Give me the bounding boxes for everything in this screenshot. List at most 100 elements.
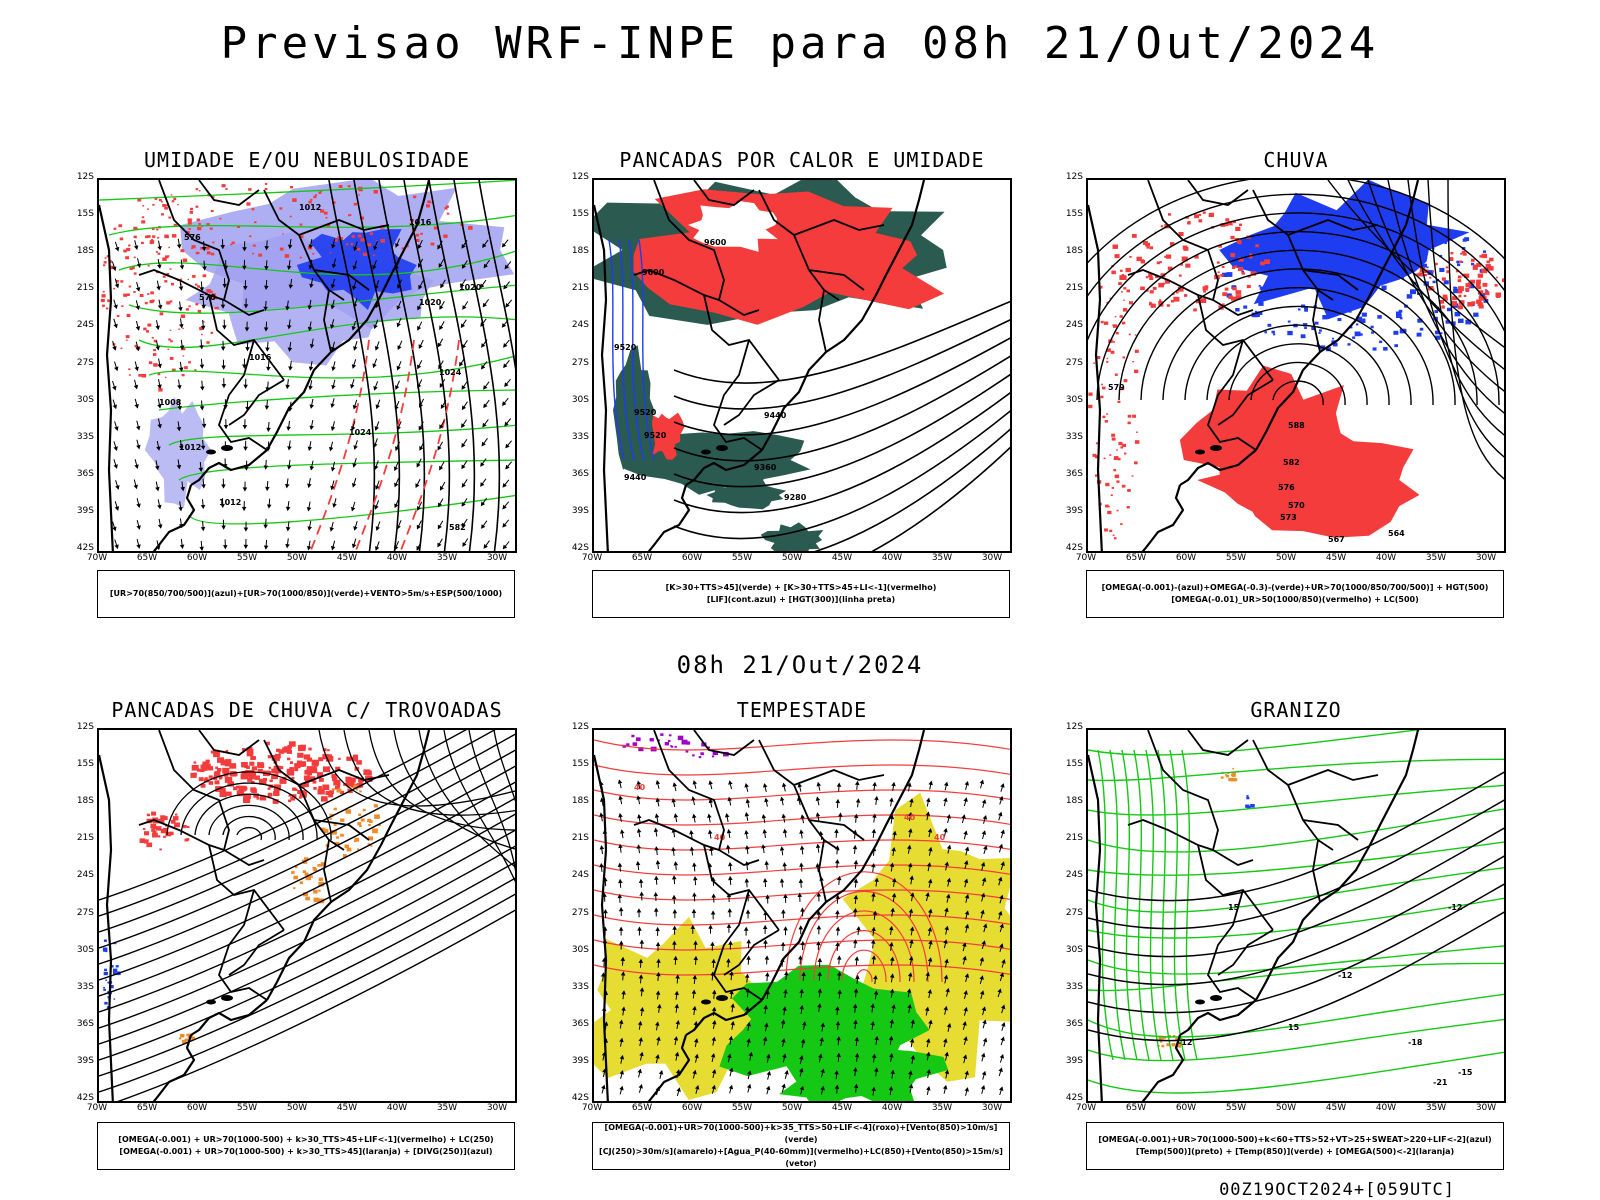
contour-label: 9440: [624, 473, 647, 482]
divg-blue: [102, 939, 121, 1010]
lat-tick-label: 21S: [1065, 833, 1083, 844]
contour-label: -21: [1433, 1078, 1448, 1087]
contour-label: 9600: [704, 238, 727, 247]
lat-tick-label: 30S: [1065, 944, 1083, 955]
lat-tick-label: 24S: [1065, 320, 1083, 331]
lon-tick-label: 50W: [1275, 553, 1297, 563]
lon-tick-label: 65W: [631, 1103, 653, 1113]
wind-arrows: [111, 238, 513, 551]
lat-tick-label: 42S: [76, 1093, 94, 1103]
lon-tick-label: 35W: [931, 553, 953, 563]
lon-tick-label: 60W: [186, 553, 208, 563]
contour-label: 588: [1288, 421, 1305, 430]
contour-label: 570: [199, 293, 216, 302]
instability-sw: [760, 522, 824, 551]
lat-tick-label: 30S: [571, 394, 589, 405]
lat-tick-label: 39S: [1065, 1055, 1083, 1066]
contour-label: 1020: [459, 283, 482, 292]
thickness-dashed: [309, 339, 460, 551]
hail-blue: [1245, 795, 1255, 809]
lon-tick-label: 35W: [436, 1103, 458, 1113]
lat-tick-label: 30S: [571, 944, 589, 955]
lat-tick-label: 27S: [1065, 357, 1083, 368]
legend-box: [UR>70(850/700/500)](azul)+[UR>70(1000/8…: [97, 570, 515, 618]
hgt500-contours: [1088, 180, 1504, 406]
lat-tick-label: 39S: [1065, 505, 1083, 516]
coastline-borders: [1088, 730, 1420, 1101]
lat-tick-label: 27S: [76, 907, 94, 918]
lat-tick-label: 33S: [76, 981, 94, 992]
humidity-south: [144, 396, 212, 508]
contour-label: -18: [1408, 1038, 1423, 1047]
coastline-borders: [594, 180, 926, 551]
lon-tick-label: 35W: [931, 1103, 953, 1113]
legend-line: [K>30+TTS>45](verde) + [K>30+TTS>45+LI<-…: [665, 583, 937, 592]
panel-title: PANCADAS POR CALOR E UMIDADE: [619, 148, 985, 172]
lat-tick-label: 21S: [76, 833, 94, 844]
lon-tick-label: 70W: [581, 553, 603, 563]
legend-line: [Temp(500)](preto) + [Temp(850)](verde) …: [1135, 1147, 1455, 1156]
lon-tick-label: 55W: [731, 553, 753, 563]
lon-tick-label: 30W: [486, 1103, 508, 1113]
map-canvas: 588 582 576 570 573 567 564 579: [1088, 180, 1504, 551]
lat-tick-label: 33S: [571, 981, 589, 992]
lat-tick-label: 18S: [571, 246, 589, 257]
contour-label: 1012: [179, 443, 201, 452]
panel-title: TEMPESTADE: [736, 698, 868, 722]
wind850-area-2: [779, 1029, 949, 1101]
red-speckles-top: [133, 183, 473, 259]
lon-tick-label: 45W: [336, 1103, 358, 1113]
contour-label: 40: [714, 833, 726, 842]
lat-tick-label: 24S: [1065, 870, 1083, 881]
lat-tick-label: 39S: [76, 1055, 94, 1066]
lat-tick-label: 36S: [571, 468, 589, 479]
contour-label: 9440: [764, 411, 787, 420]
lon-tick-label: 65W: [136, 553, 158, 563]
lat-tick-label: 12S: [76, 172, 94, 182]
legend-line: [OMEGA(-0.001)+UR>70(1000-500)+k<60+TTS>…: [1098, 1135, 1492, 1144]
coastline-borders: [1088, 180, 1420, 551]
contour-label: 40: [634, 783, 646, 792]
severe-purple: [622, 733, 691, 752]
lat-tick-label: 24S: [571, 320, 589, 331]
lat-tick-label: 15S: [1065, 209, 1083, 220]
contour-label: 570: [1288, 501, 1305, 510]
hail-orange: [1220, 767, 1240, 782]
lon-tick-label: 65W: [1125, 1103, 1147, 1113]
lat-tick-label: 33S: [571, 431, 589, 442]
lon-tick-label: 55W: [236, 1103, 258, 1113]
forecast-map: 588 582 576 570 573 567 564 579: [1086, 178, 1506, 553]
lat-tick-label: 24S: [76, 320, 94, 331]
forecast-map: [97, 728, 517, 1103]
lat-tick-label: 24S: [571, 870, 589, 881]
contour-label: 1024: [349, 428, 372, 437]
panel-title: CHUVA: [1263, 148, 1329, 172]
map-canvas: 40 40 40 40: [594, 730, 1010, 1101]
forecast-map: -12 -12 -15 -18 -21 -12 15 15: [1086, 728, 1506, 1103]
coastline-borders: [594, 730, 926, 1101]
contour-label: 15: [1288, 1023, 1300, 1032]
lon-tick-label: 60W: [1175, 1103, 1197, 1113]
contour-label: 1012: [219, 498, 241, 507]
lat-tick-label: 36S: [1065, 468, 1083, 479]
map-canvas: -12 -12 -15 -18 -21 -12 15 15: [1088, 730, 1504, 1101]
lat-tick-label: 15S: [76, 759, 94, 770]
lat-tick-label: 21S: [571, 283, 589, 294]
lon-tick-label: 70W: [581, 1103, 603, 1113]
lat-tick-label: 30S: [1065, 394, 1083, 405]
lon-tick-label: 60W: [681, 1103, 703, 1113]
unstable-core: [633, 189, 944, 325]
lon-tick-label: 30W: [1475, 1103, 1497, 1113]
lon-tick-label: 30W: [486, 553, 508, 563]
lon-tick-label: 70W: [86, 553, 108, 563]
lat-tick-label: 15S: [571, 759, 589, 770]
omega-area: [1219, 180, 1470, 320]
contour-label: 582: [449, 523, 466, 532]
lat-tick-label: 42S: [1065, 1093, 1083, 1103]
contour-label: 1016: [409, 218, 432, 227]
lat-tick-label: 30S: [76, 394, 94, 405]
lif-contours: [608, 239, 655, 461]
legend-line: [OMEGA(-0.001) + UR>70(1000-500) + k>30_…: [119, 1147, 493, 1156]
lon-tick-label: 45W: [1325, 1103, 1347, 1113]
contour-label: 9520: [644, 431, 667, 440]
